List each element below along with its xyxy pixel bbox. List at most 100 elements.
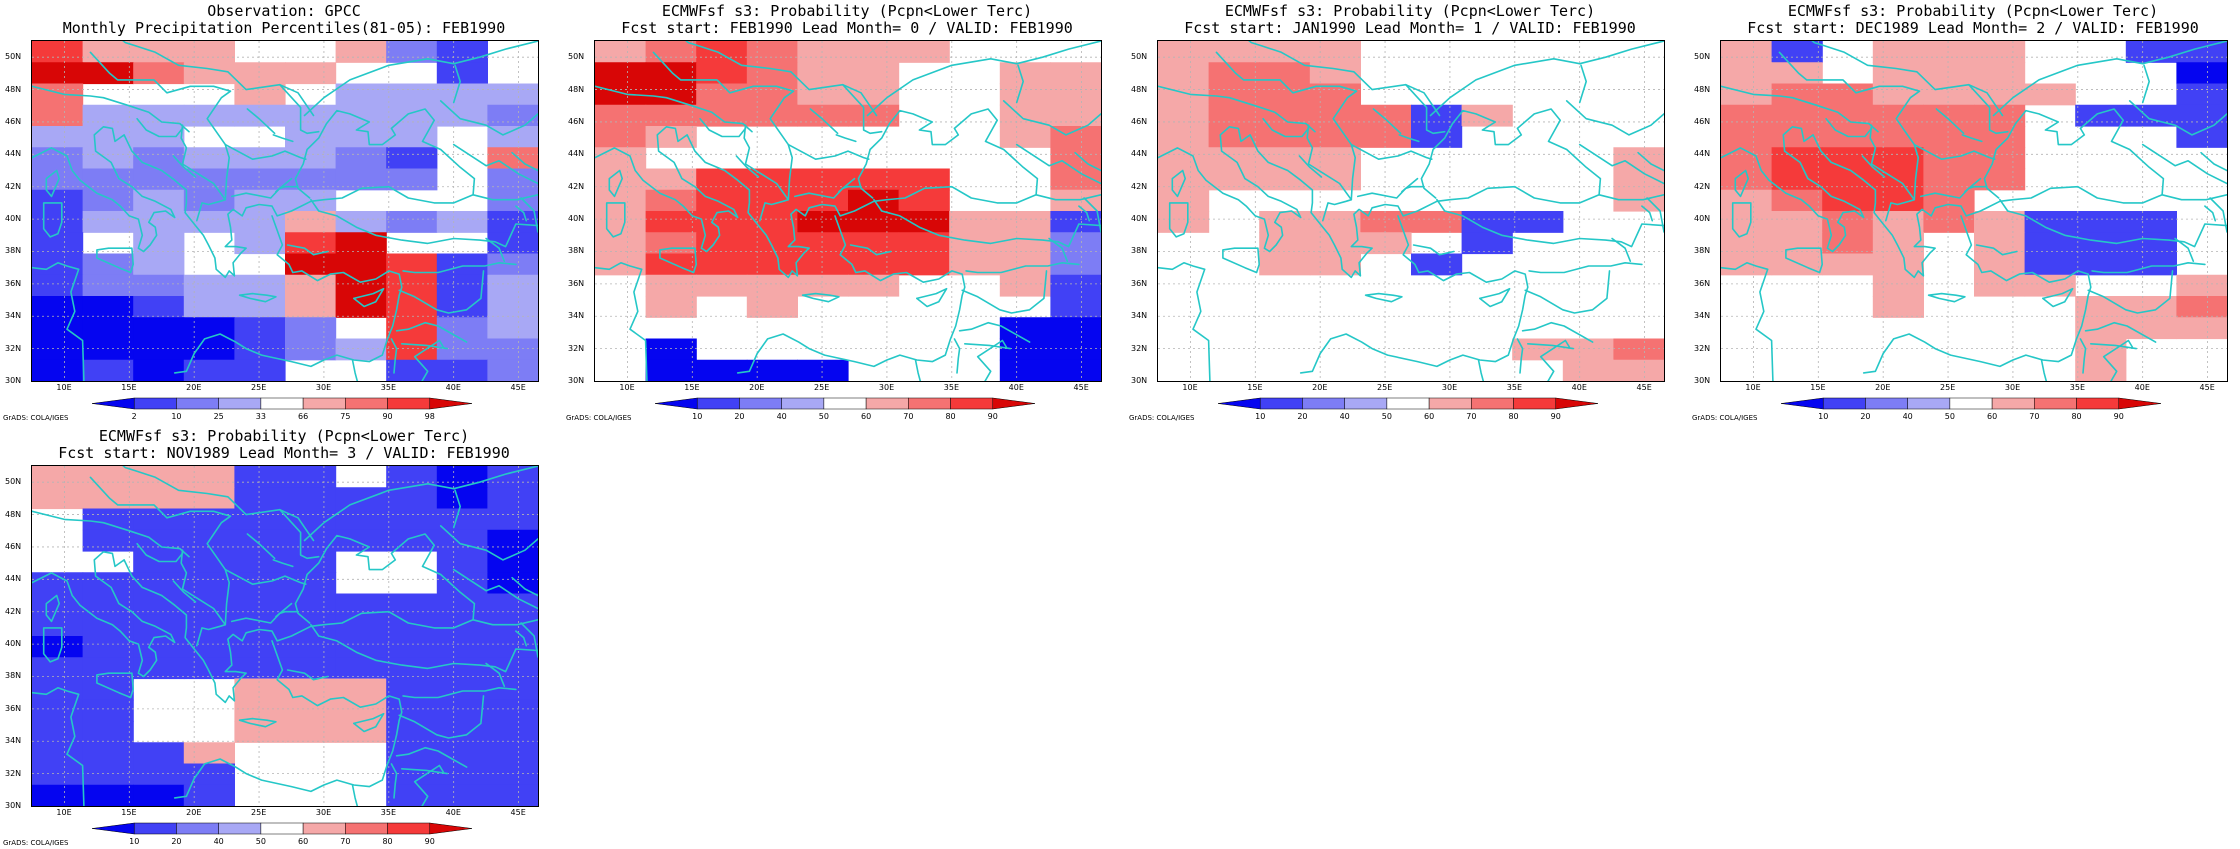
grid-cell — [436, 551, 488, 573]
coastline — [953, 338, 961, 374]
coastline — [439, 525, 538, 561]
grid-cell — [386, 147, 438, 170]
coastline — [1721, 262, 1774, 381]
colorbar-label: 20 — [1860, 412, 1870, 421]
coastline — [1401, 177, 1419, 193]
colorbar-swatches: 10 20 40 50 60 70 80 90 — [91, 822, 473, 846]
grid-cell — [82, 104, 134, 127]
grid-cell — [696, 274, 748, 297]
lat-tick-label: 48N — [1694, 84, 1711, 94]
panel-subtitle: Monthly Precipitation Percentiles(81-05)… — [62, 19, 506, 37]
grid-cell — [1872, 274, 1924, 297]
coastline — [352, 712, 385, 733]
grid-cell — [1613, 189, 1664, 212]
colorbar-swatch — [429, 822, 473, 835]
colorbar-label: 40 — [214, 837, 224, 846]
grid-cell — [436, 636, 488, 658]
grid-cell — [2125, 41, 2177, 63]
grid-cell — [436, 614, 488, 637]
coastline — [809, 108, 839, 135]
grid-cell — [32, 41, 84, 63]
colorbar-label: 90 — [1551, 412, 1561, 421]
grid-cell — [898, 232, 950, 255]
grid-cell — [487, 296, 538, 318]
coastline — [452, 489, 462, 529]
coastline — [272, 559, 294, 568]
grid-cell — [487, 104, 538, 127]
panel-title: ECMWFsf s3: Probability (Pcpn<Lower Terc… — [98, 427, 470, 445]
coastline — [1721, 85, 1879, 133]
grid-cell — [1050, 296, 1101, 318]
grid-cell — [82, 508, 134, 531]
coastline — [398, 695, 485, 739]
grid-cell — [1872, 168, 1924, 191]
grid-cell — [335, 274, 387, 297]
map-panel-lead3: ECMWFsf s3: Probability (Pcpn<Lower Terc… — [0, 425, 560, 847]
grid-cell — [82, 296, 134, 318]
grid-cell — [436, 572, 488, 595]
lat-tick-label: 48N — [1131, 84, 1148, 94]
lon-tick-label: 10E — [56, 808, 72, 817]
grid-cell — [1822, 83, 1874, 106]
grid-cell — [696, 232, 748, 255]
grid-cell — [285, 508, 337, 531]
grid-cell — [999, 126, 1051, 148]
grid-cell — [1923, 189, 1975, 212]
grid-cell — [1158, 189, 1210, 212]
coastline — [224, 568, 307, 585]
grid-cell — [335, 168, 387, 191]
coastline — [652, 51, 795, 222]
coastline — [1811, 41, 2004, 117]
grid-cell — [1461, 104, 1513, 127]
grid-cell — [1721, 41, 1773, 63]
precip-map[interactable] — [31, 465, 539, 807]
grid-cell — [1050, 168, 1101, 191]
grid-cell — [133, 232, 185, 255]
coastline — [390, 338, 398, 374]
coastline — [1968, 83, 2009, 135]
grid-cell — [645, 189, 697, 212]
colorbar-label: 60 — [298, 837, 308, 846]
grid-cell — [696, 41, 748, 63]
precip-map[interactable] — [1157, 40, 1665, 382]
lat-tick-label: 32N — [5, 343, 22, 353]
coastline — [352, 287, 385, 308]
grid-cell — [183, 487, 235, 510]
grid-cell — [999, 83, 1051, 106]
precip-map[interactable] — [594, 40, 1102, 382]
colorbar: 10 20 40 50 60 70 80 90 — [1780, 397, 2162, 424]
coastline — [2091, 262, 2206, 274]
colorbar-swatch — [218, 822, 262, 835]
coastline — [122, 466, 315, 542]
grid-cell — [32, 126, 84, 148]
grid-cell — [487, 466, 538, 488]
grid-cell — [2176, 62, 2227, 85]
lat-tick-label: 36N — [568, 278, 585, 288]
coastline — [1641, 205, 1654, 222]
coastline — [1734, 169, 1750, 198]
colorbar-label: 70 — [2029, 412, 2039, 421]
grid-cell — [1259, 253, 1311, 276]
grid-cell — [386, 763, 438, 786]
grid-cell — [335, 253, 387, 276]
precip-map[interactable] — [31, 40, 539, 382]
grid-cell — [234, 359, 286, 381]
lat-tick-label: 38N — [5, 246, 22, 256]
grid-cell — [2125, 104, 2177, 127]
coastline — [1611, 237, 1632, 262]
grid-cell — [183, 466, 235, 488]
grid-cell — [1721, 211, 1773, 233]
colorbar-label: 90 — [425, 837, 435, 846]
grid-cell — [285, 126, 337, 148]
coastline — [873, 198, 1101, 248]
grid-cell — [2125, 317, 2177, 340]
grid-cell — [797, 211, 849, 233]
coastline — [472, 619, 538, 626]
grid-cell — [285, 721, 337, 743]
precip-map[interactable] — [1720, 40, 2228, 382]
coastline — [1935, 108, 1965, 135]
coastline — [136, 117, 184, 138]
coastline — [173, 640, 403, 799]
grid-cell — [746, 253, 798, 276]
grid-cell — [436, 529, 488, 552]
